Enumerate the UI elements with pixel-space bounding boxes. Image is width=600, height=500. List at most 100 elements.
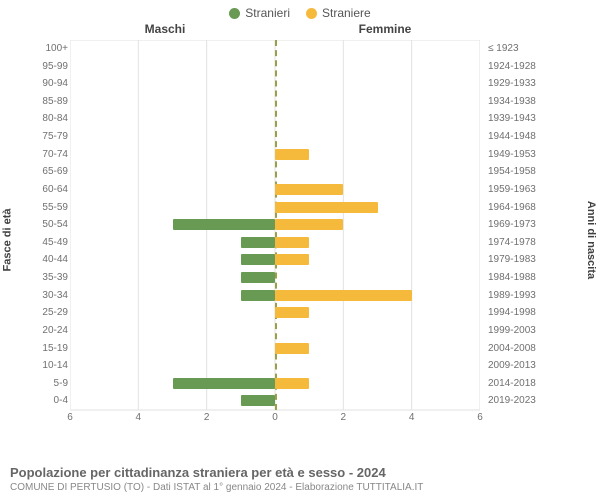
bar-row: [70, 163, 480, 181]
birth-year-label: 1979-1983: [488, 251, 568, 269]
bar-female: [275, 290, 412, 301]
bar-male: [241, 272, 275, 283]
age-label: 35-39: [8, 269, 68, 287]
birth-year-label: 1999-2003: [488, 322, 568, 340]
bar-row: [70, 199, 480, 217]
bar-row: [70, 146, 480, 164]
age-label: 10-14: [8, 357, 68, 375]
x-tick: 0: [260, 412, 290, 423]
y-axis-right-title: Anni di nascita: [585, 201, 597, 279]
birth-year-label: 1984-1988: [488, 269, 568, 287]
age-label: 25-29: [8, 304, 68, 322]
age-label: 60-64: [8, 181, 68, 199]
legend-label-female: Straniere: [322, 6, 371, 20]
birth-year-label: ≤ 1923: [488, 40, 568, 58]
age-label: 40-44: [8, 251, 68, 269]
bar-male: [241, 254, 275, 265]
bar-row: [70, 128, 480, 146]
birth-year-label: 1924-1928: [488, 58, 568, 76]
birth-year-label: 1949-1953: [488, 146, 568, 164]
bar-row: [70, 322, 480, 340]
bar-row: [70, 375, 480, 393]
birth-year-label: 2014-2018: [488, 375, 568, 393]
age-label: 20-24: [8, 322, 68, 340]
bar-female: [275, 307, 309, 318]
bar-female: [275, 254, 309, 265]
bar-row: [70, 269, 480, 287]
birth-year-label: 2004-2008: [488, 340, 568, 358]
bar-male: [173, 219, 276, 230]
age-label: 45-49: [8, 234, 68, 252]
birth-year-label: 1954-1958: [488, 163, 568, 181]
birth-year-label: 2019-2023: [488, 392, 568, 410]
bar-row: [70, 304, 480, 322]
age-label: 50-54: [8, 216, 68, 234]
age-label: 15-19: [8, 340, 68, 358]
birth-year-label: 1959-1963: [488, 181, 568, 199]
bar-row: [70, 340, 480, 358]
age-label: 5-9: [8, 375, 68, 393]
age-label: 75-79: [8, 128, 68, 146]
x-tick: 6: [55, 412, 85, 423]
bar-male: [241, 237, 275, 248]
age-label: 95-99: [8, 58, 68, 76]
x-tick: 4: [123, 412, 153, 423]
age-label: 55-59: [8, 199, 68, 217]
bar-row: [70, 93, 480, 111]
legend-item-female: Straniere: [306, 6, 371, 20]
birth-year-label: 1934-1938: [488, 93, 568, 111]
legend-item-male: Stranieri: [229, 6, 290, 20]
bar-row: [70, 110, 480, 128]
x-tick: 4: [397, 412, 427, 423]
age-label: 100+: [8, 40, 68, 58]
bar-female: [275, 343, 309, 354]
birth-year-label: 2009-2013: [488, 357, 568, 375]
header-male: Maschi: [75, 22, 255, 36]
age-label: 65-69: [8, 163, 68, 181]
bar-row: [70, 216, 480, 234]
bar-row: [70, 287, 480, 305]
bar-row: [70, 58, 480, 76]
birth-year-label: 1974-1978: [488, 234, 568, 252]
bar-row: [70, 75, 480, 93]
bar-male: [241, 290, 275, 301]
x-tick: 2: [328, 412, 358, 423]
bar-row: [70, 181, 480, 199]
header-female: Femmine: [295, 22, 475, 36]
age-label: 80-84: [8, 110, 68, 128]
bar-row: [70, 251, 480, 269]
bar-male: [173, 378, 276, 389]
column-headers: Maschi Femmine: [0, 22, 600, 40]
bar-male: [241, 395, 275, 406]
bar-female: [275, 202, 378, 213]
bar-female: [275, 184, 343, 195]
plot-area: 6420246: [70, 40, 480, 430]
bar-row: [70, 392, 480, 410]
birth-year-label: 1994-1998: [488, 304, 568, 322]
birth-year-label: 1944-1948: [488, 128, 568, 146]
age-label: 70-74: [8, 146, 68, 164]
chart-subtitle: COMUNE DI PERTUSIO (TO) - Dati ISTAT al …: [10, 482, 590, 495]
birth-year-label: 1989-1993: [488, 287, 568, 305]
legend: Stranieri Straniere: [0, 0, 600, 22]
birth-year-label: 1969-1973: [488, 216, 568, 234]
chart-title: Popolazione per cittadinanza straniera p…: [10, 465, 590, 481]
legend-swatch-female: [306, 8, 317, 19]
legend-swatch-male: [229, 8, 240, 19]
age-label: 0-4: [8, 392, 68, 410]
footer: Popolazione per cittadinanza straniera p…: [10, 465, 590, 494]
age-label: 30-34: [8, 287, 68, 305]
chart-container: Stranieri Straniere Maschi Femmine Fasce…: [0, 0, 600, 500]
bar-female: [275, 219, 343, 230]
age-label: 90-94: [8, 75, 68, 93]
birth-year-label: 1939-1943: [488, 110, 568, 128]
x-tick: 6: [465, 412, 495, 423]
bar-row: [70, 40, 480, 58]
birth-year-label: 1964-1968: [488, 199, 568, 217]
legend-label-male: Stranieri: [245, 6, 290, 20]
bar-row: [70, 357, 480, 375]
bar-female: [275, 237, 309, 248]
bar-female: [275, 378, 309, 389]
birth-year-label: 1929-1933: [488, 75, 568, 93]
bar-row: [70, 234, 480, 252]
